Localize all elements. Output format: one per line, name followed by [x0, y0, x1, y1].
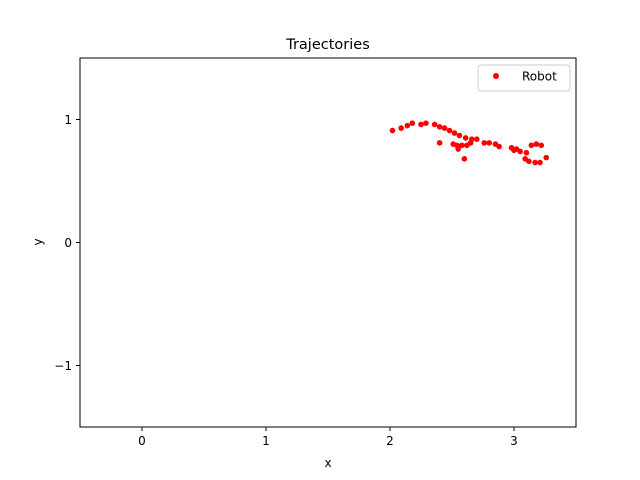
data-point	[409, 120, 416, 126]
data-point	[467, 140, 474, 146]
data-point	[486, 140, 493, 146]
data-point	[418, 121, 424, 128]
data-point	[398, 125, 404, 131]
legend-label-robot: Robot	[522, 70, 557, 84]
x-tick-label: 0	[138, 434, 146, 448]
legend: Robot	[477, 64, 571, 92]
data-point	[496, 143, 502, 150]
data-point	[526, 158, 532, 165]
data-point	[533, 141, 540, 147]
data-point	[389, 127, 396, 134]
x-tick-label: 1	[262, 434, 270, 448]
x-tick-label: 2	[386, 434, 394, 448]
data-point	[436, 140, 443, 146]
data-point	[538, 142, 545, 149]
data-point	[543, 154, 550, 161]
data-point	[532, 159, 538, 166]
legend-marker	[493, 73, 499, 79]
y-axis: −1 0 1	[54, 113, 80, 373]
data-point	[431, 121, 438, 128]
x-axis-label: x	[324, 456, 331, 470]
chart-title: Trajectories	[285, 37, 370, 53]
data-point	[523, 149, 530, 156]
data-point	[456, 132, 463, 139]
data-point	[528, 142, 535, 149]
y-tick-label: −1	[54, 359, 72, 373]
data-point	[517, 148, 523, 155]
legend-box	[477, 64, 571, 92]
data-point	[423, 120, 429, 126]
data-point	[474, 136, 480, 142]
data-point	[537, 159, 543, 166]
data-point	[461, 156, 468, 162]
x-tick-label: 3	[510, 434, 518, 448]
y-tick-label: 1	[64, 113, 72, 127]
data-point	[481, 140, 488, 146]
y-tick-label: 0	[64, 236, 72, 250]
data-point	[451, 130, 458, 136]
data-point	[455, 146, 462, 152]
data-point	[436, 124, 443, 130]
data-point	[441, 125, 448, 131]
data-point	[404, 122, 411, 129]
data-point	[462, 135, 469, 141]
x-axis: 0 1 2 3	[138, 427, 518, 448]
y-axis-label: y	[31, 238, 45, 245]
data-point	[459, 142, 465, 149]
data-points	[389, 120, 550, 166]
data-point	[446, 127, 453, 134]
